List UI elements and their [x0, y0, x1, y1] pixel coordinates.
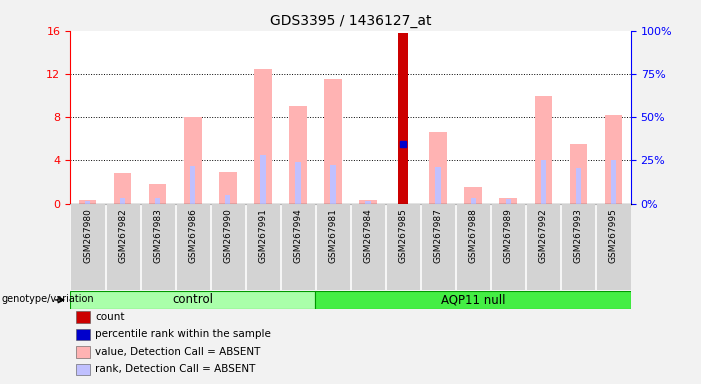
- Bar: [70, 204, 105, 290]
- Bar: [470, 198, 476, 204]
- Bar: [576, 168, 581, 204]
- Bar: [260, 155, 266, 204]
- Bar: [79, 200, 96, 204]
- Bar: [421, 204, 456, 290]
- Bar: [611, 161, 616, 204]
- Bar: [330, 165, 336, 204]
- Text: count: count: [95, 312, 125, 322]
- Bar: [120, 198, 125, 204]
- Bar: [456, 204, 491, 290]
- Text: genotype/variation: genotype/variation: [1, 294, 94, 304]
- Bar: [350, 204, 386, 290]
- Bar: [290, 106, 307, 204]
- Title: GDS3395 / 1436127_at: GDS3395 / 1436127_at: [270, 14, 431, 28]
- Text: GSM267986: GSM267986: [189, 208, 197, 263]
- Text: GSM267987: GSM267987: [434, 208, 442, 263]
- Bar: [70, 291, 315, 309]
- Text: GSM267990: GSM267990: [224, 208, 232, 263]
- Text: GSM267980: GSM267980: [83, 208, 92, 263]
- Bar: [254, 68, 272, 204]
- Text: GSM267991: GSM267991: [259, 208, 267, 263]
- Bar: [464, 187, 482, 204]
- Bar: [76, 329, 90, 340]
- Bar: [225, 195, 231, 204]
- Text: GSM267983: GSM267983: [154, 208, 162, 263]
- Bar: [386, 204, 420, 290]
- Bar: [429, 132, 447, 204]
- Bar: [535, 96, 552, 204]
- Text: percentile rank within the sample: percentile rank within the sample: [95, 329, 271, 339]
- Text: GSM267992: GSM267992: [539, 208, 547, 263]
- Bar: [140, 204, 175, 290]
- Text: value, Detection Call = ABSENT: value, Detection Call = ABSENT: [95, 347, 261, 357]
- Bar: [365, 201, 371, 204]
- Text: GSM267993: GSM267993: [574, 208, 583, 263]
- Text: rank, Detection Call = ABSENT: rank, Detection Call = ABSENT: [95, 364, 256, 374]
- Bar: [280, 204, 315, 290]
- Bar: [397, 33, 408, 204]
- Bar: [604, 115, 622, 204]
- Text: GSM267994: GSM267994: [294, 208, 302, 263]
- Text: GSM267981: GSM267981: [329, 208, 337, 263]
- Bar: [324, 79, 341, 204]
- Bar: [149, 184, 167, 204]
- Text: GSM267989: GSM267989: [504, 208, 512, 263]
- Bar: [76, 311, 90, 323]
- Bar: [359, 200, 377, 204]
- Bar: [114, 173, 132, 204]
- Bar: [76, 364, 90, 375]
- Bar: [491, 204, 526, 290]
- Text: GSM267988: GSM267988: [469, 208, 477, 263]
- Bar: [190, 166, 196, 204]
- Text: control: control: [172, 293, 213, 306]
- Bar: [315, 204, 350, 290]
- Bar: [505, 199, 511, 204]
- Text: GSM267995: GSM267995: [609, 208, 618, 263]
- Bar: [569, 144, 587, 204]
- Bar: [105, 204, 140, 290]
- Text: AQP11 null: AQP11 null: [441, 293, 505, 306]
- Bar: [540, 161, 546, 204]
- Bar: [175, 204, 210, 290]
- Bar: [596, 204, 631, 290]
- Bar: [210, 204, 245, 290]
- Bar: [499, 198, 517, 204]
- Bar: [315, 291, 631, 309]
- Bar: [526, 204, 561, 290]
- Text: GSM267982: GSM267982: [118, 208, 127, 263]
- Bar: [155, 198, 161, 204]
- Text: GSM267984: GSM267984: [364, 208, 372, 263]
- Bar: [85, 201, 90, 204]
- Bar: [561, 204, 596, 290]
- Bar: [76, 346, 90, 358]
- Text: GSM267985: GSM267985: [399, 208, 407, 263]
- Bar: [295, 162, 301, 204]
- Bar: [184, 117, 202, 204]
- Bar: [219, 172, 237, 204]
- Bar: [435, 167, 441, 204]
- Bar: [245, 204, 280, 290]
